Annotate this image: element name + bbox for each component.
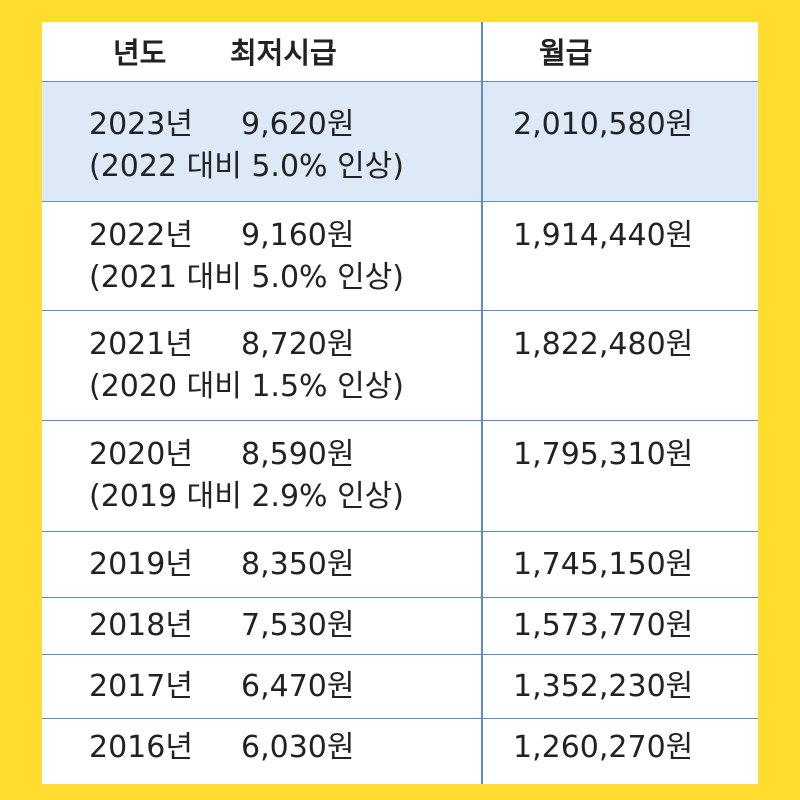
minimum-wage-table: 년도 최저시급 월급 2023년 9,620원 (2022 대비 5.0% 인상… bbox=[42, 22, 758, 784]
monthly-wage-cell: 1,745,150원 bbox=[513, 547, 694, 582]
year-cell: 2022년 bbox=[89, 218, 193, 253]
increase-note: (2019 대비 2.9% 인상) bbox=[89, 479, 404, 514]
table-row: 2021년 8,720원 (2020 대비 1.5% 인상) 1,822,480… bbox=[42, 311, 758, 421]
monthly-wage-cell: 1,352,230원 bbox=[513, 669, 694, 704]
increase-note: (2021 대비 5.0% 인상) bbox=[89, 260, 404, 295]
monthly-wage-cell: 1,260,270원 bbox=[513, 730, 694, 765]
table-row: 2017년 6,470원 1,352,230원 bbox=[42, 655, 758, 719]
header-monthly-wage: 월급 bbox=[539, 36, 593, 70]
year-cell: 2016년 bbox=[89, 730, 193, 765]
monthly-wage-cell: 1,795,310원 bbox=[513, 437, 694, 472]
hourly-wage-cell: 9,160원 bbox=[241, 218, 355, 253]
year-cell: 2020년 bbox=[89, 437, 193, 472]
monthly-wage-cell: 1,914,440원 bbox=[513, 218, 694, 253]
monthly-wage-cell: 2,010,580원 bbox=[513, 107, 694, 142]
table-row: 2016년 6,030원 1,260,270원 bbox=[42, 719, 758, 784]
hourly-wage-cell: 8,590원 bbox=[241, 437, 355, 472]
year-cell: 2018년 bbox=[89, 608, 193, 643]
column-divider bbox=[481, 22, 483, 784]
hourly-wage-cell: 8,350원 bbox=[241, 547, 355, 582]
monthly-wage-cell: 1,822,480원 bbox=[513, 327, 694, 362]
hourly-wage-cell: 6,470원 bbox=[241, 669, 355, 704]
header-hourly-wage: 최저시급 bbox=[230, 36, 337, 70]
monthly-wage-cell: 1,573,770원 bbox=[513, 608, 694, 643]
year-cell: 2019년 bbox=[89, 547, 193, 582]
hourly-wage-cell: 7,530원 bbox=[241, 608, 355, 643]
year-cell: 2017년 bbox=[89, 669, 193, 704]
table-header-row: 년도 최저시급 월급 bbox=[42, 22, 758, 82]
hourly-wage-cell: 8,720원 bbox=[241, 327, 355, 362]
table-row: 2023년 9,620원 (2022 대비 5.0% 인상) 2,010,580… bbox=[42, 82, 758, 202]
header-year: 년도 bbox=[113, 36, 167, 70]
year-cell: 2021년 bbox=[89, 327, 193, 362]
year-cell: 2023년 bbox=[89, 107, 193, 142]
table-row: 2022년 9,160원 (2021 대비 5.0% 인상) 1,914,440… bbox=[42, 202, 758, 311]
hourly-wage-cell: 6,030원 bbox=[241, 730, 355, 765]
table-row: 2019년 8,350원 1,745,150원 bbox=[42, 532, 758, 598]
increase-note: (2020 대비 1.5% 인상) bbox=[89, 369, 404, 404]
table-row: 2020년 8,590원 (2019 대비 2.9% 인상) 1,795,310… bbox=[42, 421, 758, 532]
hourly-wage-cell: 9,620원 bbox=[241, 107, 355, 142]
increase-note: (2022 대비 5.0% 인상) bbox=[89, 149, 404, 184]
table-row: 2018년 7,530원 1,573,770원 bbox=[42, 598, 758, 655]
